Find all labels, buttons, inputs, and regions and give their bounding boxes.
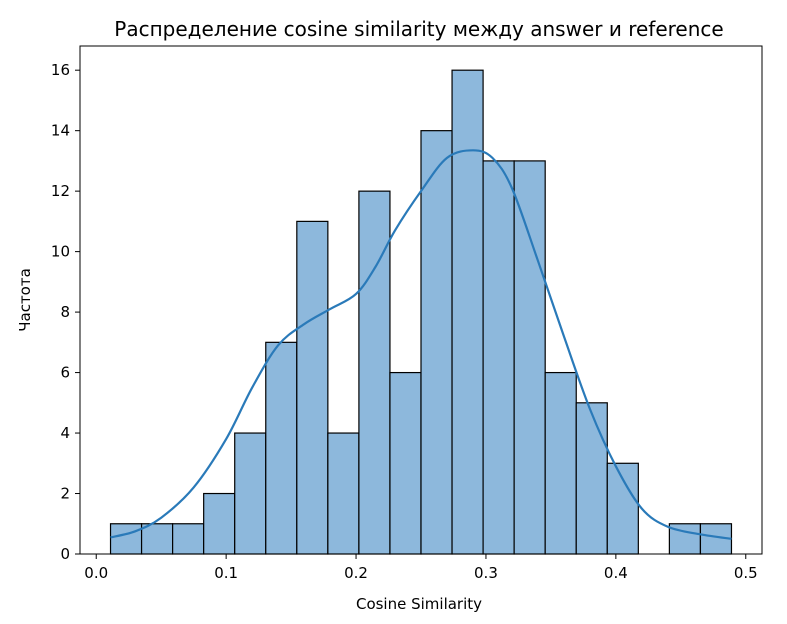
chart-title: Распределение cosine similarity между an… bbox=[114, 17, 723, 41]
y-axis-label: Частота bbox=[16, 268, 34, 332]
histogram-bar bbox=[389, 371, 422, 555]
y-tick-label: 16 bbox=[51, 61, 70, 79]
histogram-bar bbox=[544, 371, 577, 555]
histogram-bar bbox=[172, 523, 205, 555]
x-axis-label: Cosine Similarity bbox=[356, 595, 482, 613]
histogram-bar bbox=[140, 523, 174, 555]
x-tick-label: 0.1 bbox=[214, 564, 238, 582]
histogram-bar bbox=[482, 160, 515, 555]
histogram-bar bbox=[203, 492, 236, 555]
y-tick-label: 2 bbox=[60, 485, 70, 503]
x-tick-label: 0.3 bbox=[474, 564, 498, 582]
x-tick-label: 0.4 bbox=[604, 564, 628, 582]
x-tick-label: 0.5 bbox=[734, 564, 758, 582]
y-axis: 0 2 4 6 8 10 12 14 16 bbox=[51, 61, 80, 563]
x-axis: 0.0 0.1 0.2 0.3 0.4 0.5 bbox=[84, 554, 758, 582]
histogram-bar bbox=[358, 190, 391, 555]
histogram-bar bbox=[109, 523, 143, 555]
histogram-bar bbox=[327, 432, 360, 555]
x-tick-label: 0.0 bbox=[84, 564, 108, 582]
y-tick-label: 10 bbox=[51, 243, 70, 261]
y-tick-label: 4 bbox=[60, 424, 70, 442]
y-tick-label: 6 bbox=[60, 364, 70, 382]
x-tick-label: 0.2 bbox=[344, 564, 368, 582]
y-tick-label: 12 bbox=[51, 182, 70, 200]
y-tick-label: 0 bbox=[60, 545, 70, 563]
histogram-bar bbox=[513, 160, 546, 555]
histogram-bar bbox=[265, 341, 298, 555]
histogram-bar bbox=[451, 69, 484, 555]
bars-group bbox=[109, 69, 733, 555]
histogram-bar bbox=[234, 432, 267, 555]
histogram-bar bbox=[296, 220, 329, 555]
kde-curve bbox=[110, 149, 732, 540]
y-tick-label: 8 bbox=[60, 303, 70, 321]
histogram-bar bbox=[420, 130, 453, 555]
histogram-bar bbox=[606, 462, 639, 555]
plot-frame bbox=[79, 45, 763, 555]
histogram-bar bbox=[575, 402, 608, 555]
y-tick-label: 14 bbox=[51, 122, 70, 140]
